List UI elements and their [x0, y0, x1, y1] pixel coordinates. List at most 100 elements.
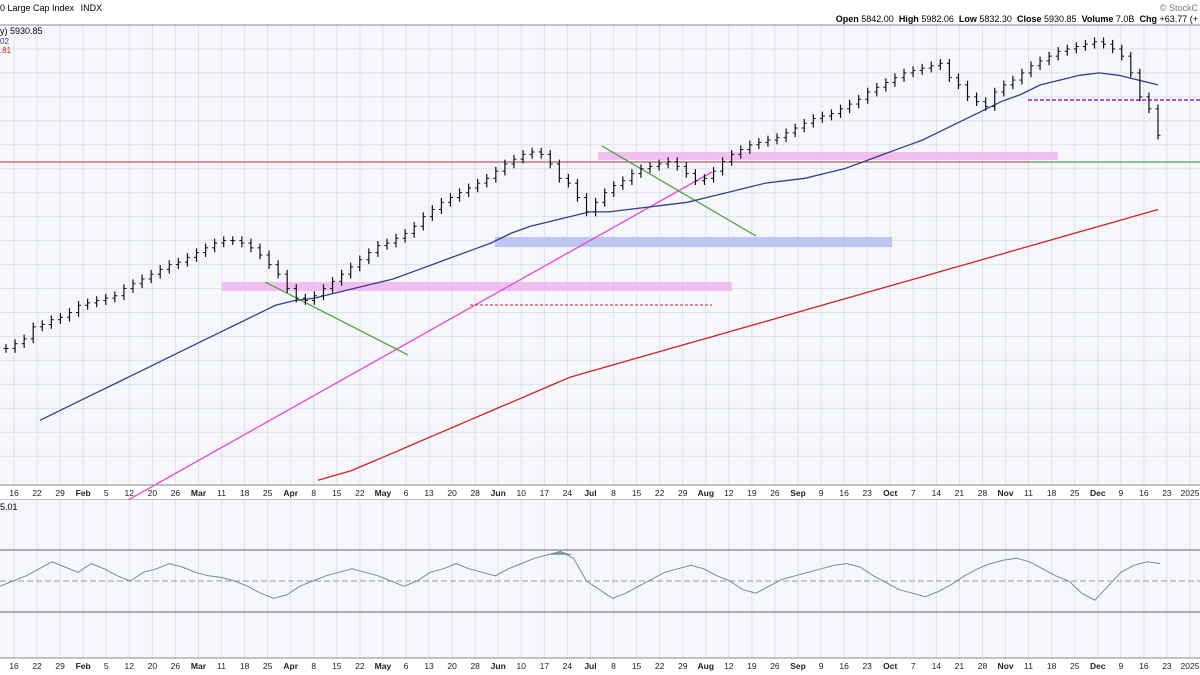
- x-tick-label: 16: [1139, 488, 1149, 498]
- price-bar: [828, 109, 834, 121]
- price-bar: [184, 253, 190, 267]
- x-tick-label: 23: [862, 661, 872, 671]
- price-bar: [1064, 44, 1070, 56]
- x-tick-label: 11: [1024, 661, 1033, 671]
- x-tick-label: 16: [9, 661, 19, 671]
- close-value: 5930.85: [1044, 14, 1077, 24]
- x-tick-label: Aug: [697, 488, 714, 498]
- x-tick-label: 28: [978, 488, 988, 498]
- x-tick-label: Jul: [584, 488, 596, 498]
- x-tick-label: May: [375, 488, 392, 498]
- x-tick-label: 23: [1162, 488, 1172, 498]
- price-bar: [393, 233, 399, 248]
- x-tick-label: 16: [1139, 661, 1149, 671]
- price-bar: [94, 296, 100, 308]
- price-bar: [720, 157, 726, 176]
- x-tick-label: 17: [540, 488, 550, 498]
- price-bar: [946, 59, 952, 83]
- x-tick-label: Jun: [491, 488, 506, 498]
- price-bar: [1037, 56, 1043, 71]
- x-tick-label: Nov: [997, 488, 1013, 498]
- high-value: 5982.06: [921, 14, 954, 24]
- price-bar: [674, 157, 680, 171]
- price-bar: [1092, 37, 1098, 49]
- x-tick-label: 16: [839, 488, 849, 498]
- rsi-line: [0, 550, 1161, 601]
- x-tick-label: 14: [932, 488, 942, 498]
- price-bar: [320, 284, 326, 301]
- price-bar: [384, 238, 390, 250]
- x-tick-label: 13: [424, 661, 434, 671]
- price-bar: [538, 147, 544, 159]
- x-tick-label: 7: [911, 661, 916, 671]
- price-bar: [910, 66, 916, 78]
- price-bar: [1010, 75, 1016, 90]
- x-tick-label: 2025: [1181, 661, 1200, 671]
- x-tick-label: 13: [424, 488, 434, 498]
- price-bar: [475, 178, 481, 193]
- price-bar: [502, 159, 508, 176]
- x-axis-labels-bottom: 16 22 29 Feb 5 12 20 26 Mar 11 18 25 Apr 8 15 22 May 6 13 2…: [9, 661, 1199, 671]
- price-bar: [937, 59, 943, 71]
- x-tick-label: 18: [240, 488, 250, 498]
- x-tick-label: 15: [632, 488, 642, 498]
- price-bar: [230, 236, 236, 245]
- legend-line-1: y) 5930.85: [0, 26, 43, 36]
- x-tick-label: 20: [447, 488, 457, 498]
- price-bar: [193, 248, 199, 262]
- price-bar: [275, 260, 281, 279]
- x-tick-label: 17: [540, 661, 550, 671]
- price-bar: [339, 269, 345, 286]
- x-tick-label: 16: [9, 488, 19, 498]
- x-tick-label: Apr: [283, 488, 298, 498]
- price-bar: [1073, 42, 1079, 54]
- x-tick-label: 18: [240, 661, 250, 671]
- price-bar: [48, 315, 54, 329]
- price-bar: [584, 193, 590, 217]
- watermark: © StockC: [1159, 3, 1198, 13]
- x-tick-label: 24: [563, 488, 573, 498]
- price-bar: [711, 166, 717, 183]
- x-tick-label: 23: [1162, 661, 1172, 671]
- x-tick-label: Mar: [191, 661, 207, 671]
- price-bar: [629, 169, 635, 186]
- price-bar: [1110, 39, 1116, 54]
- resistance-zone-pink-top: [598, 152, 1058, 160]
- x-tick-label: Aug: [697, 661, 714, 671]
- price-bar: [765, 135, 771, 147]
- price-bar: [992, 87, 998, 111]
- price-bar: [901, 68, 907, 83]
- volume-label: Volume: [1081, 14, 1114, 24]
- x-tick-label: 26: [171, 488, 181, 498]
- price-bar: [1001, 80, 1007, 97]
- rsi-label: 5.01: [0, 502, 18, 512]
- x-tick-label: 14: [932, 661, 942, 671]
- x-tick-label: Jun: [491, 661, 506, 671]
- x-axis-labels-top: 16 22 29 Feb 5 12 20 26 Mar 11 18 25 Apr 8 15 22 May 6 13 2…: [9, 488, 1199, 498]
- x-tick-label: 12: [724, 488, 734, 498]
- price-bar: [1137, 68, 1143, 102]
- ma50-line: [39, 72, 1159, 421]
- price-bar: [12, 339, 18, 353]
- price-bar: [466, 183, 472, 198]
- x-tick-label: 5: [104, 488, 109, 498]
- price-bar: [1155, 104, 1161, 140]
- x-tick-label: 7: [911, 488, 916, 498]
- price-bar: [484, 174, 490, 188]
- price-bar: [139, 274, 145, 289]
- price-bar: [602, 188, 608, 207]
- price-bar: [892, 73, 898, 87]
- x-tick-label: 25: [263, 488, 273, 498]
- price-bar: [438, 197, 444, 214]
- x-tick-label: 9: [819, 661, 824, 671]
- title-text: 0 Large Cap Index: [0, 3, 75, 13]
- ohlc-readout: Open 5842.00 High 5982.06 Low 5832.30 Cl…: [836, 14, 1198, 24]
- price-bar: [928, 61, 934, 73]
- x-tick-label: 12: [125, 661, 135, 671]
- price-bar: [529, 147, 535, 159]
- exchange-text: INDX: [80, 3, 103, 13]
- resistance-zone-pink-mid: [222, 282, 732, 291]
- low-value: 5832.30: [979, 14, 1012, 24]
- chg-label: Chg: [1139, 14, 1157, 24]
